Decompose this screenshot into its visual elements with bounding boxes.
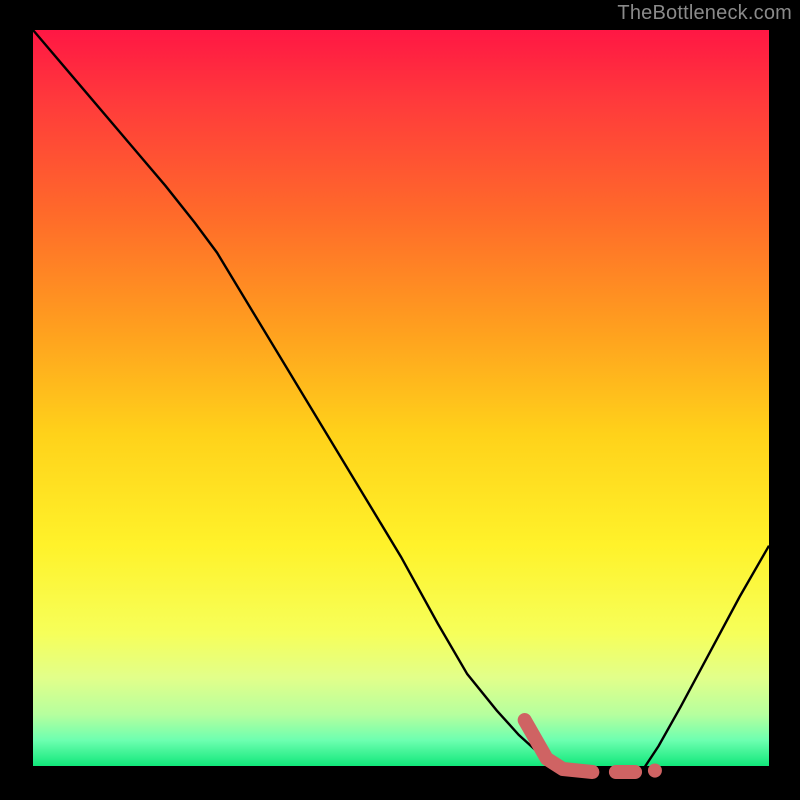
optimal-region-marker: [525, 720, 662, 778]
plot-area: [33, 30, 769, 772]
chart-stage: TheBottleneck.com: [0, 0, 800, 800]
watermark-text: TheBottleneck.com: [617, 2, 792, 25]
chart-overlay: [33, 30, 769, 772]
botttleneck-curve: [33, 30, 769, 772]
